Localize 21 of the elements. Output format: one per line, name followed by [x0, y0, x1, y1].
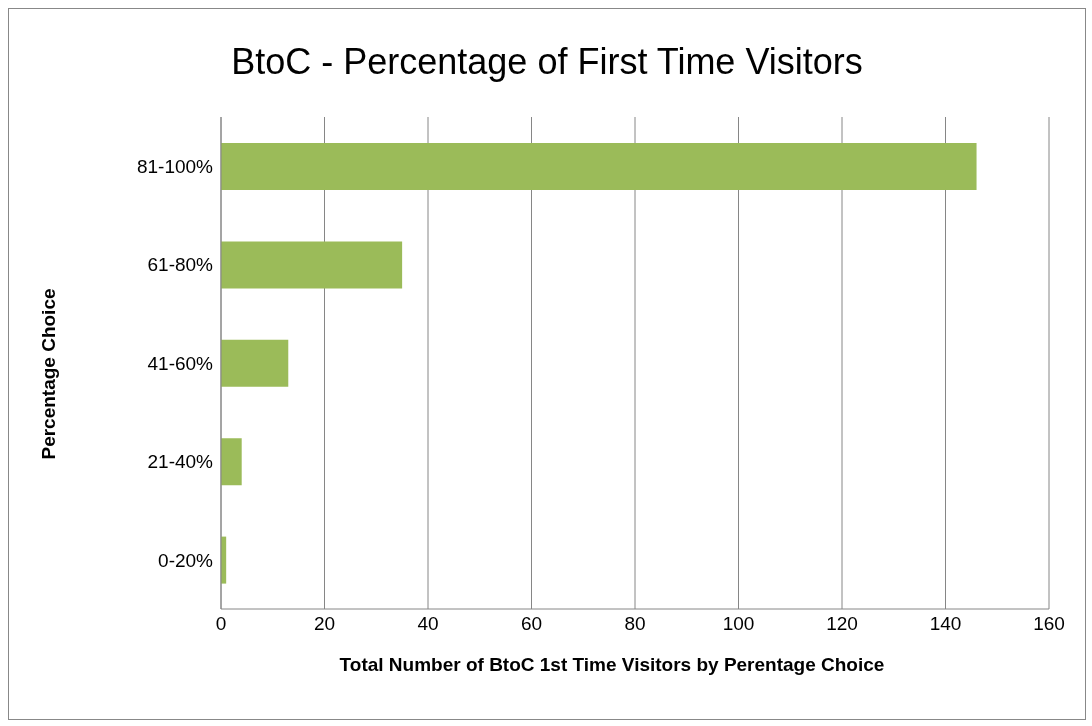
x-tick-label: 160 [1033, 613, 1065, 635]
x-axis-title: Total Number of BtoC 1st Time Visitors by Perentage Choice [338, 654, 886, 676]
x-tick-label: 40 [417, 613, 439, 635]
bar [221, 143, 977, 190]
bar [221, 438, 242, 486]
y-tick-label: 21-40% [147, 451, 214, 473]
x-tick-label: 80 [624, 613, 646, 635]
y-tick-label: 0-20% [158, 549, 214, 571]
y-tick-label: 81-100% [136, 155, 214, 177]
x-tick-label: 0 [215, 613, 227, 635]
y-tick-label: 61-80% [147, 254, 214, 276]
y-tick-label: 41-60% [147, 352, 214, 374]
x-tick-label: 140 [929, 613, 962, 635]
chart-title: BtoC - Percentage of First Time Visitors [230, 41, 864, 83]
bar [221, 339, 289, 387]
y-axis-title: Percentage Choice [38, 288, 60, 460]
x-tick-label: 20 [313, 613, 336, 635]
x-tick-label: 60 [520, 613, 543, 635]
bar [221, 241, 403, 289]
x-tick-label: 120 [826, 613, 858, 635]
x-tick-label: 100 [722, 613, 755, 635]
